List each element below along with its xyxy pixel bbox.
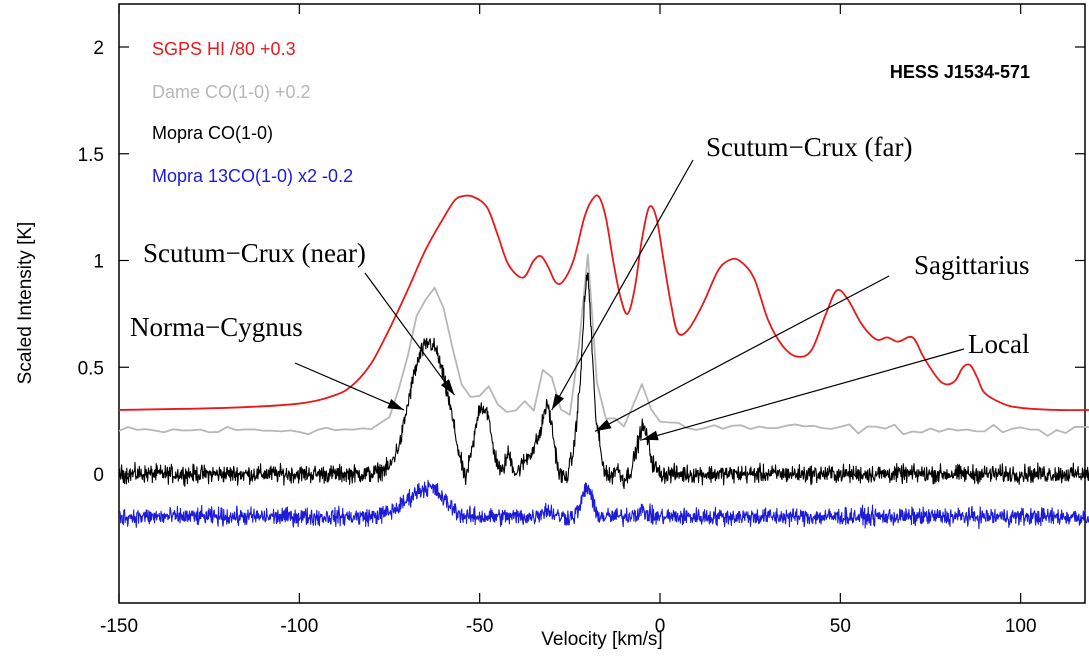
y-tick-label: 2 [93,38,104,59]
series-line-1 [119,253,1089,437]
y-tick-label: 1.5 [78,145,104,166]
y-tick-label: 0.5 [78,358,104,379]
x-tick-label: 0 [655,616,666,637]
x-tick-label: -50 [466,616,493,637]
annotation-label: Sagittarius [914,250,1030,280]
series-layer [119,194,1089,530]
annotation-label: Local [968,329,1029,359]
annotation-arrowhead [595,419,612,432]
annotation-arrow [551,159,694,411]
x-axis-title: Velocity [km/s] [541,629,662,650]
y-tick-label: 0 [93,465,104,486]
y-axis-title: Scaled Intensity [K] [15,222,36,385]
annotation-arrowhead [642,430,659,441]
tick-labels: -150 -100 -50 0 50 100 0 0.5 1 1.5 2 [78,38,1037,637]
plot-frame [118,3,1086,604]
annotation-arrow [364,272,455,396]
x-tick-label: -150 [100,616,138,637]
x-tick-label: 100 [1005,616,1037,637]
legend-entry: Dame CO(1-0) +0.2 [152,82,311,102]
legend-entry: Mopra 13CO(1-0) x2 -0.2 [152,166,353,186]
chart-title: HESS J1534-571 [890,62,1030,82]
annotation-label: Scutum−Crux (near) [143,238,366,268]
legend-entry: Mopra CO(1-0) [152,123,273,143]
legend-entry: SGPS HI /80 +0.3 [152,39,296,59]
legend: SGPS HI /80 +0.3 Dame CO(1-0) +0.2 Mopra C… [152,39,353,186]
annotations: Norma−Cygnus Scutum−Crux (near) Scutum−Cru… [130,132,1030,441]
annotation-arrowhead [440,379,455,395]
annotation-arrow [641,348,965,441]
x-tick-label: -100 [280,616,318,637]
annotation-arrowhead [387,399,404,410]
annotation-arrow [294,362,405,411]
series-line-0 [119,194,1089,412]
annotation-label: Norma−Cygnus [130,312,303,342]
series-line-2 [119,272,1089,490]
x-tick-label: 50 [830,616,851,637]
series-line-3 [119,479,1089,530]
annotation-label: Scutum−Crux (far) [706,132,912,162]
y-tick-label: 1 [93,252,104,273]
annotation-arrow [594,275,890,432]
annotation-arrowhead [551,393,564,410]
